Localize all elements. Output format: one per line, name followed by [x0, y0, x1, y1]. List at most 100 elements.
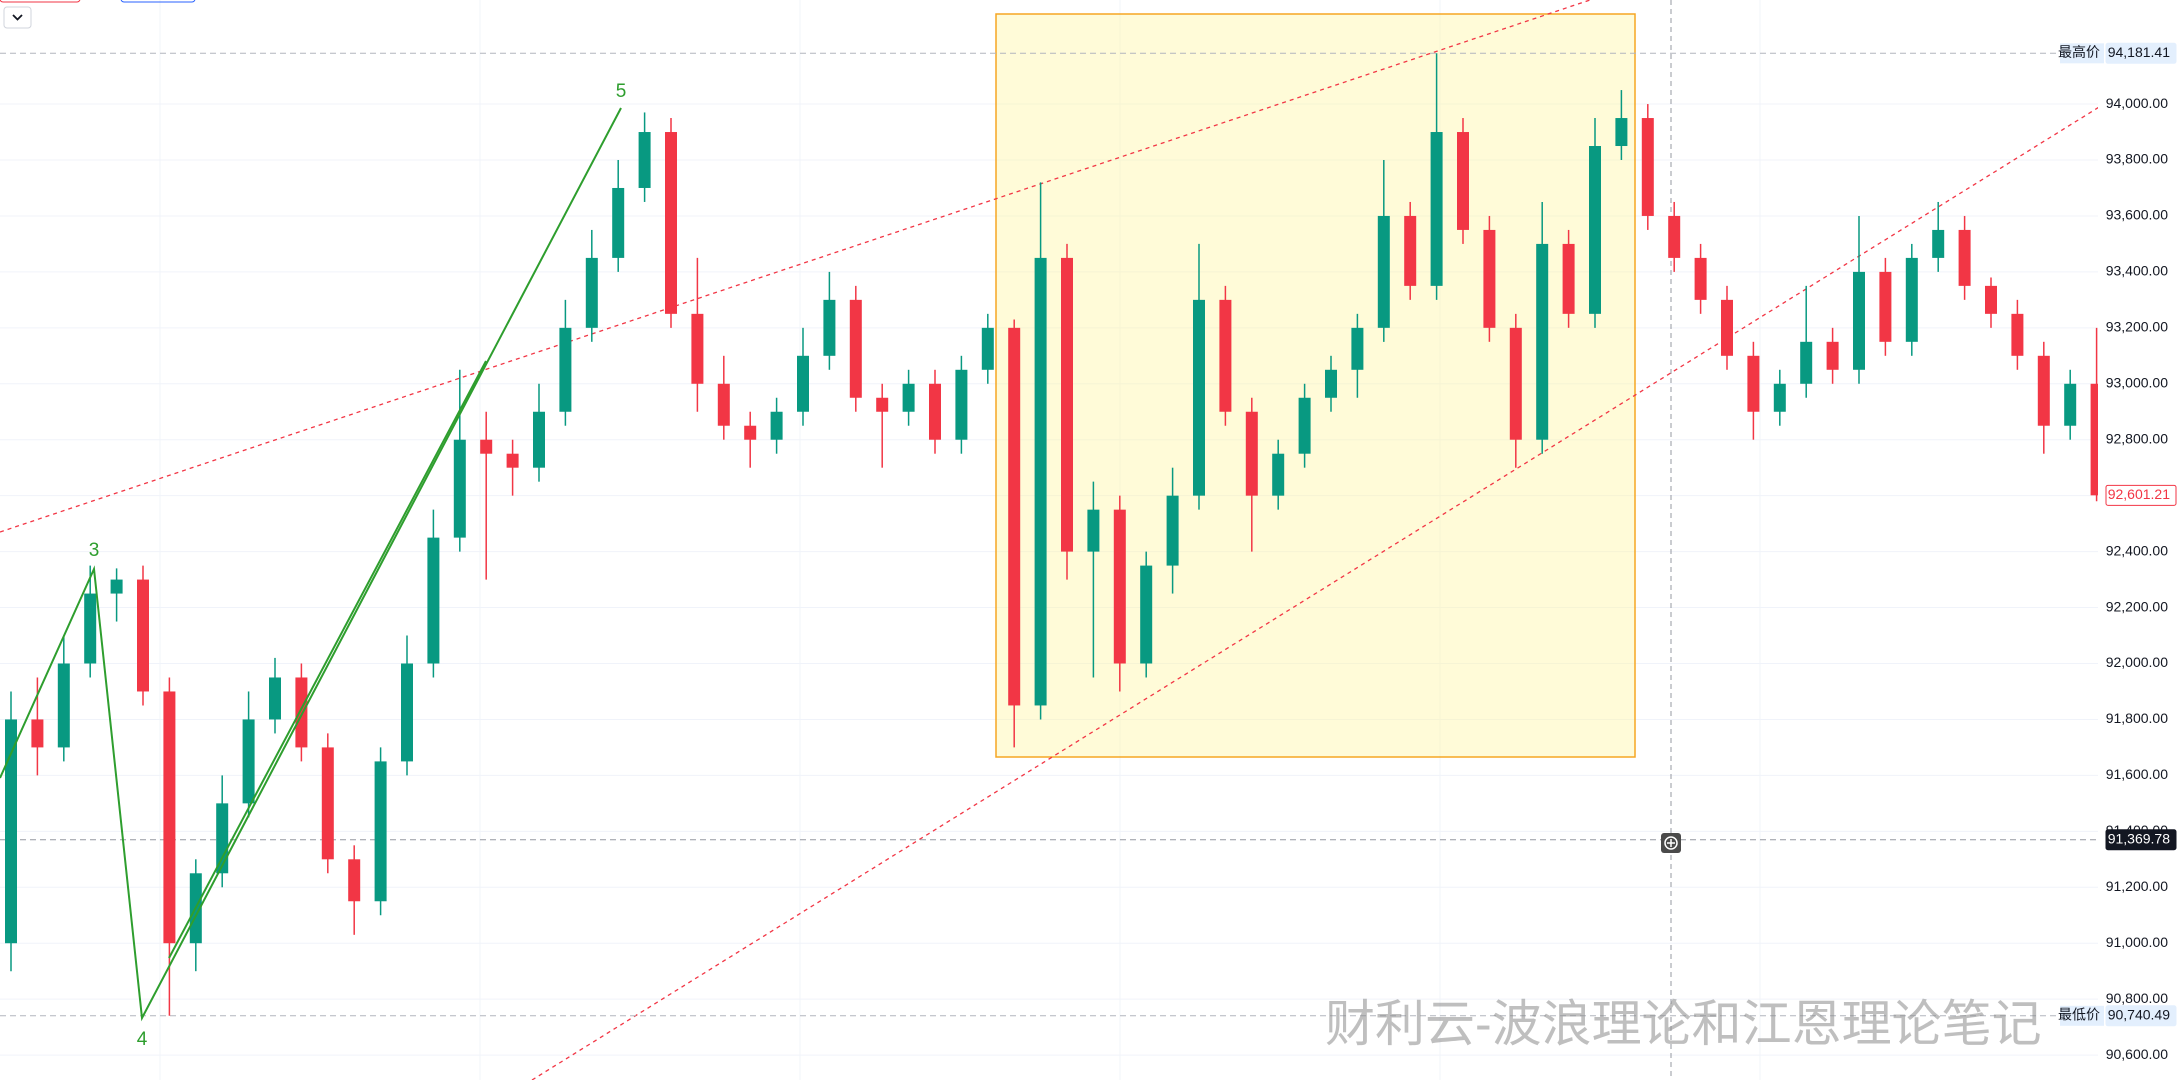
candle-body	[533, 411, 545, 468]
candle-body	[1932, 229, 1945, 258]
price-tag-name: 最高价	[2058, 44, 2100, 60]
price-tag-name-bg	[2060, 43, 2104, 64]
candle-body	[2064, 383, 2077, 426]
candle-body	[1668, 215, 1681, 258]
candle-body	[1113, 509, 1126, 664]
candle-body	[744, 425, 757, 440]
candle-body	[110, 579, 123, 594]
candle-body	[1298, 397, 1311, 454]
candle-body	[1509, 327, 1522, 440]
axis-background	[2098, 0, 2178, 1080]
candle-body	[480, 439, 493, 454]
candle-body	[84, 593, 97, 664]
candle-body	[1958, 229, 1971, 286]
y-tick-label: 91,800.00	[2106, 710, 2168, 726]
candle-body	[1747, 355, 1760, 412]
wave-label: 3	[89, 540, 100, 561]
candle-body	[1721, 299, 1733, 356]
candle-body	[1087, 509, 1100, 552]
candle-body	[823, 299, 836, 356]
y-tick-label: 93,800.00	[2106, 151, 2168, 167]
candle-body	[269, 677, 281, 720]
candle-body	[929, 383, 941, 440]
candle-body	[1589, 146, 1601, 314]
candles	[5, 53, 2103, 1016]
toolbar-button[interactable]	[120, 0, 196, 3]
candle-body	[321, 747, 334, 860]
candle-body	[1853, 271, 1865, 370]
candle-body	[1008, 327, 1021, 706]
y-tick-label: 92,400.00	[2106, 542, 2168, 558]
crosshair-icon[interactable]	[1661, 833, 1681, 853]
y-tick-label: 93,600.00	[2106, 207, 2168, 223]
candle-body	[427, 537, 440, 664]
y-tick-label: 92,000.00	[2106, 654, 2168, 670]
candle-body	[1641, 118, 1654, 216]
candle-body	[506, 453, 519, 468]
candle-body	[163, 691, 176, 944]
candle-body	[902, 383, 915, 412]
price-tags: 94,181.41 最高价 92,601.21 91,369.78 90,740.49 最…	[2058, 42, 2177, 1027]
candle-body	[797, 355, 809, 412]
candle-body	[242, 719, 255, 804]
y-tick-label: 93,000.00	[2106, 374, 2168, 390]
candle-body	[585, 257, 598, 328]
y-tick-label: 91,600.00	[2106, 766, 2168, 782]
candle-body	[1404, 215, 1417, 286]
candle-body	[717, 383, 730, 426]
price-tag	[2105, 1005, 2177, 1027]
y-tick-label: 91,000.00	[2106, 934, 2168, 950]
candle-body	[1245, 411, 1258, 496]
candle-body	[1694, 257, 1707, 300]
wave-label: 5	[616, 81, 627, 102]
candle-body	[5, 719, 17, 944]
y-tick-label: 92,800.00	[2106, 430, 2168, 446]
candle-body	[31, 719, 44, 748]
candle-body	[1615, 118, 1628, 147]
candle-body	[876, 397, 889, 412]
price-axis: 90,600.0090,800.0091,000.0091,200.0091,4…	[2098, 0, 2178, 1080]
candle-body	[849, 299, 862, 398]
price-tag	[2105, 42, 2177, 64]
price-tag-label: 91,369.78	[2108, 830, 2170, 846]
candle-body	[1483, 229, 1496, 328]
candle-body	[137, 579, 149, 692]
y-tick-label: 94,000.00	[2106, 95, 2168, 111]
candle-body	[1879, 271, 1892, 342]
price-tag	[2105, 484, 2177, 506]
price-tag-label: 94,181.41	[2108, 44, 2170, 60]
candle-body	[981, 327, 994, 370]
candle-body	[2037, 355, 2050, 426]
candle-body	[1430, 132, 1443, 286]
candle-body	[559, 327, 572, 412]
y-tick-label: 93,200.00	[2106, 319, 2168, 335]
dropdown-button[interactable]	[3, 6, 32, 29]
y-tick-label: 91,200.00	[2106, 878, 2168, 894]
grid	[0, 103, 2098, 1056]
candle-body	[612, 187, 625, 258]
candle-body	[1562, 243, 1575, 314]
candle-body	[1061, 257, 1073, 552]
y-tick-label: 90,600.00	[2106, 1046, 2168, 1062]
candle-body	[638, 132, 651, 188]
candle-body	[1905, 257, 1918, 342]
candle-body	[295, 677, 308, 748]
candle-body	[348, 859, 361, 902]
candle-body	[1826, 341, 1839, 370]
wave-line	[0, 107, 622, 1022]
wave-label: 4	[137, 1029, 148, 1050]
price-tag-label: 92,601.21	[2108, 486, 2170, 502]
price-tag-label: 90,740.49	[2108, 1007, 2170, 1023]
candle-body	[401, 663, 413, 762]
candle-body	[955, 369, 968, 440]
candle-body	[1536, 243, 1549, 440]
candle-body	[1773, 383, 1786, 412]
candle-body	[1193, 299, 1205, 496]
candle-body	[1377, 215, 1390, 328]
candle-body	[1140, 565, 1153, 664]
candle-body	[216, 803, 229, 874]
candle-body	[453, 439, 466, 538]
toolbar-button[interactable]	[0, 0, 81, 3]
